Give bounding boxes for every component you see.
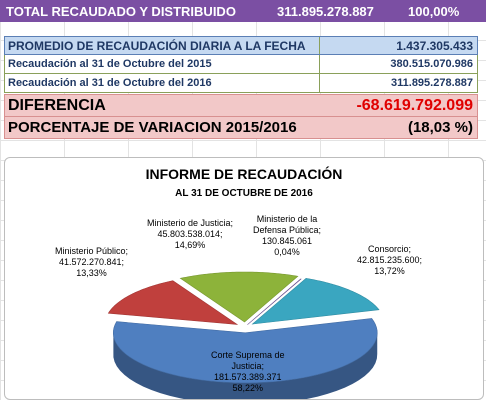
- label-line: Ministerio de la: [256, 214, 318, 224]
- diferencia-row[interactable]: DIFERENCIA -68.619.792.099: [4, 94, 478, 117]
- porcentaje-value: (18,03 %): [407, 119, 473, 136]
- chart-subtitle: AL 31 DE OCTUBRE DE 2016: [175, 188, 313, 199]
- label-line: 42.815.235.600;: [357, 255, 423, 265]
- label-line: 13,72%: [374, 266, 405, 276]
- porcentaje-label: PORCENTAJE DE VARIACION 2015/2016: [8, 119, 297, 136]
- label-line: 14,69%: [174, 240, 206, 250]
- column-separator: [319, 74, 320, 92]
- label-line: 41.572.270.841;: [58, 257, 125, 267]
- recaudacion-2016-row[interactable]: Recaudación al 31 de Octubre del 2016 31…: [4, 74, 478, 93]
- label-line: 0,04%: [274, 247, 300, 257]
- pie-slice[interactable]: [179, 271, 299, 323]
- recaudacion-2015-value: 380.515.070.986: [390, 58, 473, 70]
- promedio-value: 1.437.305.433: [396, 38, 473, 53]
- pie-chart-plot: [107, 271, 380, 399]
- pie-slice[interactable]: [251, 278, 380, 325]
- column-separator: [319, 55, 320, 73]
- recaudacion-2015-label: Recaudación al 31 de Octubre del 2015: [8, 58, 212, 70]
- diferencia-label: DIFERENCIA: [8, 96, 106, 114]
- label-line: 13,33%: [76, 268, 107, 278]
- pie-slice[interactable]: [107, 280, 239, 325]
- slice-label-corte-suprema: Corte Suprema de Justicia; 181.573.389.3…: [211, 350, 285, 394]
- total-amount: 311.895.278.887: [277, 3, 374, 19]
- diferencia-value: -68.619.792.099: [356, 96, 473, 114]
- slice-label-consorcio: Consorcio; 42.815.235.600; 13,72%: [357, 244, 422, 277]
- slice-label-defensa-publica: Ministerio de la Defensa Pública; 130.84…: [253, 214, 321, 258]
- chart-title: INFORME DE RECAUDACIÓN: [145, 166, 343, 182]
- label-line: 181.573.389.371: [213, 372, 282, 382]
- label-line: Corte Suprema de: [211, 350, 285, 360]
- porcentaje-row[interactable]: PORCENTAJE DE VARIACION 2015/2016 (18,03…: [4, 117, 478, 139]
- label-line: Consorcio;: [368, 244, 412, 254]
- promedio-row[interactable]: PROMEDIO DE RECAUDACIÓN DIARIA A LA FECH…: [4, 36, 478, 55]
- total-label: TOTAL RECAUDADO Y DISTRIBUIDO: [6, 3, 236, 19]
- pie-chart[interactable]: INFORME DE RECAUDACIÓN AL 31 DE OCTUBRE …: [4, 157, 484, 400]
- pie-slice[interactable]: [247, 278, 302, 325]
- label-line: Defensa Pública;: [253, 225, 322, 235]
- slice-label-ministerio-justicia: Ministerio de Justicia; 45.803.538.014; …: [147, 218, 233, 251]
- label-line: 45.803.538.014;: [157, 229, 223, 239]
- pie-slice-side: [113, 330, 378, 399]
- label-line: 58,22%: [232, 383, 264, 393]
- slice-label-ministerio-publico: Ministerio Público; 41.572.270.841; 13,3…: [55, 246, 128, 279]
- recaudacion-2016-label: Recaudación al 31 de Octubre del 2016: [8, 77, 212, 89]
- pie-slice[interactable]: [112, 318, 378, 384]
- column-separator: [319, 37, 320, 54]
- total-percent: 100,00%: [408, 3, 460, 19]
- total-row[interactable]: TOTAL RECAUDADO Y DISTRIBUIDO 311.895.27…: [0, 0, 486, 22]
- recaudacion-2016-value: 311.895.278.887: [391, 77, 473, 89]
- label-line: Ministerio Público;: [55, 246, 129, 256]
- label-line: Justicia;: [231, 361, 265, 371]
- label-line: Ministerio de Justicia;: [147, 218, 234, 228]
- label-line: 130.845.061: [261, 236, 313, 246]
- recaudacion-2015-row[interactable]: Recaudación al 31 de Octubre del 2015 38…: [4, 55, 478, 74]
- promedio-label: PROMEDIO DE RECAUDACIÓN DIARIA A LA FECH…: [8, 38, 306, 53]
